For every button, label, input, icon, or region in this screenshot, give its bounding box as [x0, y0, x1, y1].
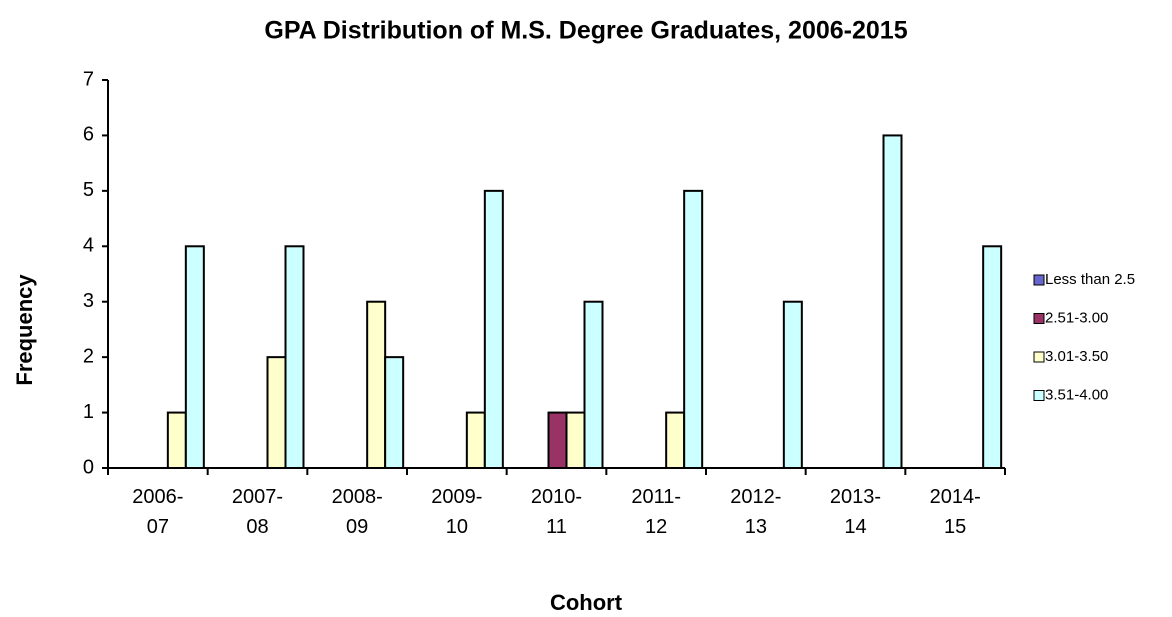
bar: [882, 134, 903, 470]
bar: [366, 300, 387, 470]
bar: [683, 189, 704, 469]
bar: [782, 300, 803, 470]
y-tick-label: 1: [83, 401, 94, 423]
y-tick-label: 4: [83, 235, 94, 257]
bar: [565, 411, 586, 470]
legend-label: 2.51-3.00: [1045, 309, 1108, 326]
bar: [583, 300, 604, 470]
x-axis-label: Cohort: [550, 590, 623, 615]
bar: [465, 411, 486, 470]
x-tick-label: 2008-09: [332, 486, 383, 538]
legend-label: 3.01-3.50: [1045, 348, 1108, 365]
legend-swatch: [1033, 274, 1045, 286]
y-tick-label: 7: [83, 68, 94, 90]
legend-label: 3.51-4.00: [1045, 386, 1108, 403]
bar: [384, 356, 405, 469]
y-tick-label: 2: [83, 345, 94, 367]
x-tick-label: 2013-14: [830, 486, 881, 538]
y-axis-label: Frequency: [12, 274, 37, 386]
bar: [284, 245, 305, 469]
bar: [266, 356, 287, 469]
x-tick-label: 2011-12: [631, 486, 681, 538]
x-tick-label: 2014-15: [930, 486, 981, 538]
bar: [483, 189, 504, 469]
legend-label: Less than 2.5: [1045, 271, 1135, 288]
bar: [982, 245, 1003, 469]
bar: [665, 411, 686, 470]
bar: [166, 411, 187, 470]
y-tick-label: 6: [83, 124, 94, 146]
x-tick-label: 2007-08: [232, 486, 283, 538]
y-tick-label: 0: [83, 456, 94, 478]
legend-swatch: [1033, 351, 1045, 363]
legend-swatch: [1033, 313, 1045, 324]
legend-swatch: [1033, 390, 1045, 401]
chart-title: GPA Distribution of M.S. Degree Graduate…: [264, 17, 907, 45]
x-tick-label: 2009-10: [431, 486, 482, 538]
bar: [547, 411, 568, 470]
x-tick-label: 2010-11: [531, 486, 582, 538]
y-tick-label: 3: [83, 290, 94, 312]
x-tick-label: 2006-07: [132, 486, 183, 538]
y-tick-label: 5: [83, 179, 94, 201]
bar: [184, 245, 205, 469]
x-tick-label: 2012-13: [730, 486, 781, 538]
